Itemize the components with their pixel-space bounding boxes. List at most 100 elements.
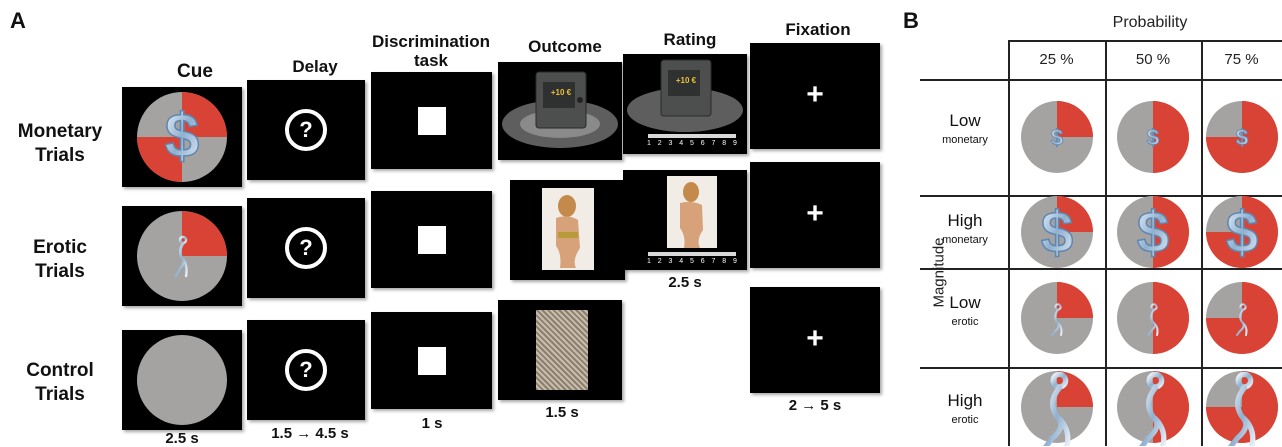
row-label-low-monetary: Low monetary [930,110,1000,148]
row-header-monetary: Monetary Trials [0,120,120,168]
dollar-icon: $ [1236,125,1248,150]
cue-pie-low-monetary-0 [1021,101,1093,173]
svg-text:$: $ [165,102,199,171]
column-header-outcome: Outcome [528,37,602,56]
column-header-cue: Cue [177,61,213,82]
figure-icon [1236,303,1248,336]
dollar-icon: $ [1147,125,1159,150]
magnitude-label: Low [949,293,981,312]
column-header-fixation: Fixation [785,20,851,39]
type-label: monetary [942,134,988,146]
x-axis-title: Probability [1112,14,1188,31]
cue-pie-low-erotic-2 [1206,282,1278,354]
scrambled-noise-image [536,310,588,390]
duration-rating: 2.5 s [668,274,702,291]
magnitude-label: High [947,211,983,230]
rating-scale-number: 3 [668,258,673,265]
duration-outcome: 1.5 s [545,404,579,421]
duration-fixation: 2 → 5 s [788,397,842,414]
rating-scale-number: 6 [700,258,705,265]
safe-amount-label-rating: +10 € [675,76,697,85]
fixation-screen-erotic: + [750,162,880,268]
cue-pie-high-erotic-2 [1206,371,1278,443]
discrimination-screen-erotic [371,191,492,288]
cue-pie-high-monetary-2 [1206,196,1278,268]
figure-icon [1147,303,1159,336]
column-header-rating: Rating [663,30,717,49]
row-header-monetary-text: Monetary Trials [17,121,103,166]
cue-pie-high-monetary-1 [1117,196,1189,268]
outcome-screen-monetary: +10 € [498,62,622,160]
fixation-screen-monetary: + [750,43,880,149]
cue-pie-low-erotic-0 [1021,282,1093,354]
panel-b-letter: B [903,8,919,33]
rating-scale-number: 1 [647,258,651,265]
white-square-target [418,107,446,135]
white-square-target [418,347,446,375]
figure-icon [122,206,123,207]
row-header-erotic: Erotic Trials [10,236,110,284]
dollar-icon: $ [1041,200,1073,265]
outcome-screen-erotic [510,180,625,280]
panel-a-letter: A [10,8,26,33]
white-square-target [418,226,446,254]
row-header-control-text: Control Trials [26,360,94,405]
delay-screen-control: ? [247,320,365,420]
rating-scale-number: 2 [657,140,662,147]
row-label-high-erotic: High erotic [930,390,1000,428]
duration-delay: 1.5 → 4.5 s [271,425,349,442]
row-header-erotic-text: Erotic Trials [33,237,87,282]
outcome-screen-control [498,300,622,400]
type-label: monetary [942,234,988,246]
cue-pies: $ $ $ $ $ $ [1021,101,1278,446]
cue-pie-low-erotic-1 [1117,282,1189,354]
rating-scale-number: 3 [668,140,673,147]
cue-screen-control [122,330,242,430]
row-header-control: Control Trials [10,359,110,407]
rating-scale-number: 5 [690,140,694,147]
column-header-discrimination: Discrimination task [371,32,491,70]
rating-scale-number: 4 [679,140,684,147]
cue-pie-low-monetary-2 [1206,101,1278,173]
question-mark-icon: ? [299,235,313,260]
discrimination-screen-control [371,312,492,409]
type-label: erotic [951,316,979,328]
figure-icon [1051,303,1063,336]
magnitude-label: High [947,391,983,410]
duration-discrimination: 1 s [421,415,443,432]
question-mark-icon: ? [299,357,313,382]
dollar-icon [122,87,123,88]
column-header-delay: Delay [292,57,338,76]
fixation-cross-icon: + [806,78,824,111]
duration-cue: 2.5 s [165,430,199,447]
probability-75: 75 % [1224,51,1259,68]
erotic-photo [542,188,594,270]
figure-icon [1043,371,1071,446]
rating-scale-number: 7 [711,258,716,265]
type-label: erotic [951,414,979,426]
probability-50: 50 % [1135,51,1171,68]
rating-scale-number: 9 [733,140,737,147]
dollar-icon: $ [1226,200,1258,265]
rating-scale-number: 8 [722,258,727,265]
figure-icon [1139,371,1167,446]
delay-screen-monetary: ? [247,80,365,180]
rating-scale-number: 5 [690,258,694,265]
fixation-cross-icon: + [806,197,824,230]
question-mark-icon: ? [299,117,313,142]
delay-screen-erotic: ? [247,198,365,298]
dollar-icon: $ [1137,200,1169,265]
rating-scale-number: 6 [700,140,705,147]
row-label-high-monetary: High monetary [930,210,1000,248]
erotic-photo-rating [667,176,717,248]
safe-amount-label: +10 € [550,88,572,97]
probability-25: 25 % [1039,51,1074,68]
cue-matrix: 25 % 50 % 75 % Low monetary High monetar… [920,40,1282,446]
dollar-icon: $ [1051,125,1063,150]
row-label-low-erotic: Low erotic [930,292,1000,330]
rating-scale-number: 8 [722,140,727,147]
discrimination-screen-monetary [371,72,492,169]
